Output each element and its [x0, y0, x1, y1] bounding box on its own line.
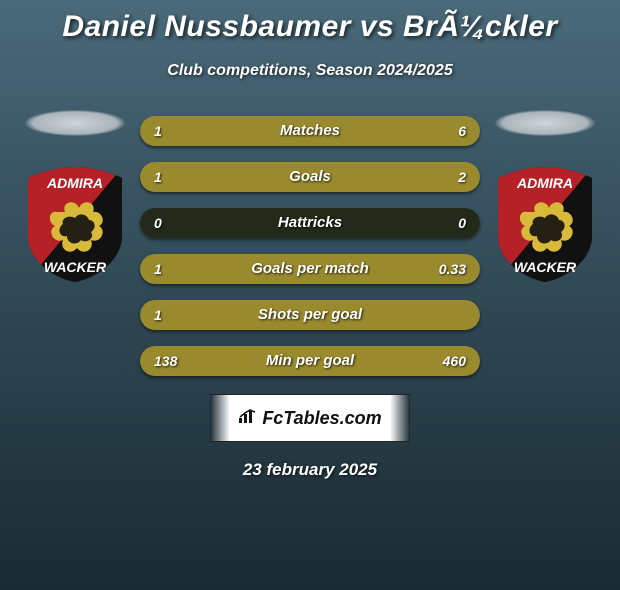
avatar-placeholder-left: [25, 110, 125, 136]
page-subtitle: Club competitions, Season 2024/2025: [0, 62, 620, 80]
stat-label: Goals: [140, 162, 480, 192]
stat-bar: 10.33Goals per match: [140, 254, 480, 284]
badge-bottom-text: WACKER: [44, 259, 107, 275]
player-left-column: ADMIRA WACKER: [25, 110, 125, 284]
page-title: Daniel Nussbaumer vs BrÃ¼ckler: [0, 10, 620, 44]
club-badge-left: ADMIRA WACKER: [25, 164, 125, 284]
stat-label: Matches: [140, 116, 480, 146]
stat-label: Goals per match: [140, 254, 480, 284]
stat-bar: 12Goals: [140, 162, 480, 192]
badge-top-text: ADMIRA: [516, 175, 573, 191]
badge-bottom-text: WACKER: [514, 259, 577, 275]
stat-bar: 16Matches: [140, 116, 480, 146]
club-badge-right: ADMIRA WACKER: [495, 164, 595, 284]
player-right-column: ADMIRA WACKER: [495, 110, 595, 284]
stat-bar: 138460Min per goal: [140, 346, 480, 376]
shield-icon: ADMIRA WACKER: [495, 164, 595, 284]
shield-icon: ADMIRA WACKER: [25, 164, 125, 284]
stat-bar: 1Shots per goal: [140, 300, 480, 330]
badge-top-text: ADMIRA: [46, 175, 103, 191]
footer-date: 23 february 2025: [0, 460, 620, 480]
stat-label: Min per goal: [140, 346, 480, 376]
stat-label: Hattricks: [140, 208, 480, 238]
chart-icon: [238, 408, 258, 429]
source-logo-text: FcTables.com: [262, 408, 381, 429]
stat-bar: 00Hattricks: [140, 208, 480, 238]
avatar-placeholder-right: [495, 110, 595, 136]
source-logo: FcTables.com: [210, 394, 410, 442]
stat-bars: 16Matches 12Goals 00Hattricks 10.33Goals pe…: [140, 116, 480, 376]
comparison-row: ADMIRA WACKER 16Matches 12Goals 00Hattrick…: [0, 110, 620, 376]
stat-label: Shots per goal: [140, 300, 480, 330]
